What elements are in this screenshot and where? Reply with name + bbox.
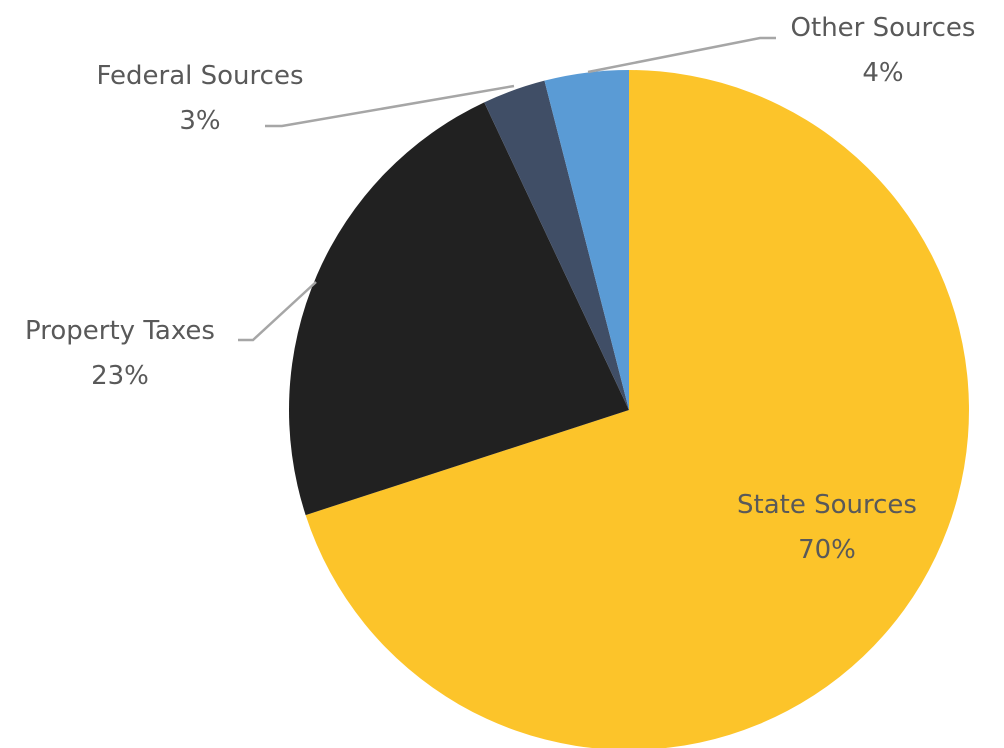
slice-label-federal-sources-name: Federal Sources <box>97 61 304 91</box>
slice-labels: State Sources 70% Property Taxes 23% Fed… <box>25 13 975 565</box>
pie-slice-property-taxes <box>288 102 629 516</box>
slice-label-other-sources-percent: 4% <box>862 58 903 88</box>
leader-lines <box>238 36 776 342</box>
leader-line-property-taxes <box>238 281 317 342</box>
slice-label-property-taxes-percent: 23% <box>91 361 149 391</box>
slice-label-state-sources-percent: 70% <box>798 535 856 565</box>
slice-label-property-taxes-name: Property Taxes <box>25 316 215 346</box>
leader-line-other-sources <box>587 36 776 74</box>
leader-line-federal-sources <box>265 84 515 128</box>
slice-label-other-sources-name: Other Sources <box>791 13 976 43</box>
slice-label-federal-sources-percent: 3% <box>179 106 220 136</box>
pie-slice-federal-sources <box>484 80 629 411</box>
slice-label-state-sources-name: State Sources <box>737 490 917 520</box>
pie-slice-state-sources <box>305 70 969 748</box>
pie-slice-other-sources <box>544 70 629 410</box>
pie-slices <box>288 70 969 748</box>
